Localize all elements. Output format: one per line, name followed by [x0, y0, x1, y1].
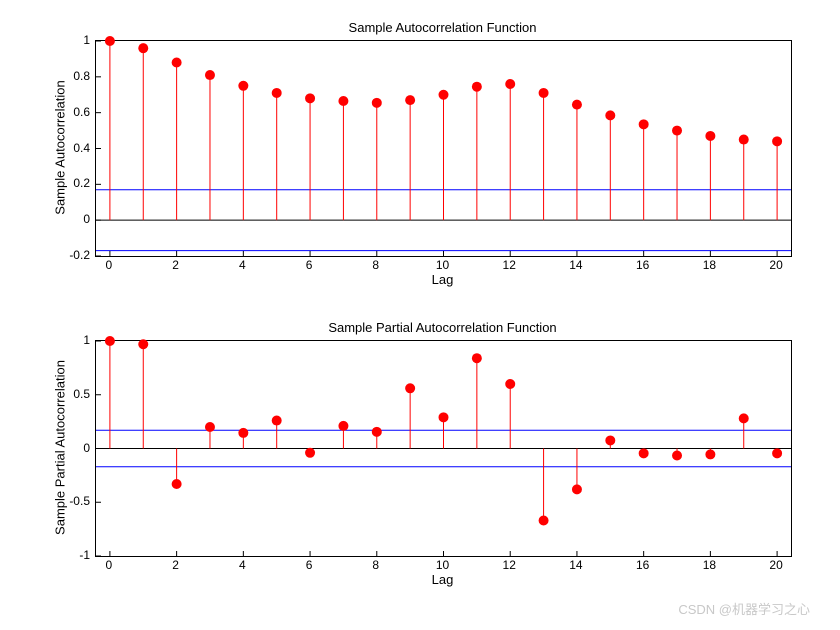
ytick-label: -1 [60, 548, 90, 562]
xtick-label: 16 [636, 258, 649, 272]
ytick-label: 0.6 [60, 105, 90, 119]
xtick-label: 14 [569, 258, 582, 272]
xtick-label: 18 [703, 558, 716, 572]
pacf-plot-area [95, 340, 792, 557]
pacf-svg [96, 341, 791, 556]
ytick-label: 1 [60, 33, 90, 47]
xtick-label: 6 [306, 558, 313, 572]
xtick-label: 18 [703, 258, 716, 272]
ytick-label: -0.2 [60, 248, 90, 262]
xtick-label: 20 [769, 258, 782, 272]
acf-plot-area [95, 40, 792, 257]
ytick-label: 0 [60, 441, 90, 455]
ytick-label: -0.5 [60, 494, 90, 508]
xtick-label: 0 [106, 558, 113, 572]
ytick-label: 0.4 [60, 141, 90, 155]
ytick-label: 0.5 [60, 387, 90, 401]
ytick-label: 0.8 [60, 69, 90, 83]
xtick-label: 2 [172, 258, 179, 272]
xtick-label: 0 [106, 258, 113, 272]
xtick-label: 20 [769, 558, 782, 572]
xtick-label: 4 [239, 558, 246, 572]
ytick-label: 0 [60, 212, 90, 226]
xtick-label: 2 [172, 558, 179, 572]
figure-container: Sample Autocorrelation Function Sample A… [0, 0, 840, 630]
acf-xlabel: Lag [95, 272, 790, 287]
xtick-label: 10 [436, 558, 449, 572]
acf-svg [96, 41, 791, 256]
pacf-xlabel: Lag [95, 572, 790, 587]
xtick-label: 14 [569, 558, 582, 572]
xtick-label: 12 [503, 558, 516, 572]
ytick-label: 0.2 [60, 176, 90, 190]
acf-title: Sample Autocorrelation Function [95, 20, 790, 35]
xtick-label: 8 [372, 558, 379, 572]
xtick-label: 16 [636, 558, 649, 572]
watermark-text: CSDN @机器学习之心 [678, 599, 810, 618]
xtick-label: 12 [503, 258, 516, 272]
ytick-label: 1 [60, 333, 90, 347]
xtick-label: 10 [436, 258, 449, 272]
xtick-label: 6 [306, 258, 313, 272]
pacf-title: Sample Partial Autocorrelation Function [95, 320, 790, 335]
xtick-label: 4 [239, 258, 246, 272]
xtick-label: 8 [372, 258, 379, 272]
